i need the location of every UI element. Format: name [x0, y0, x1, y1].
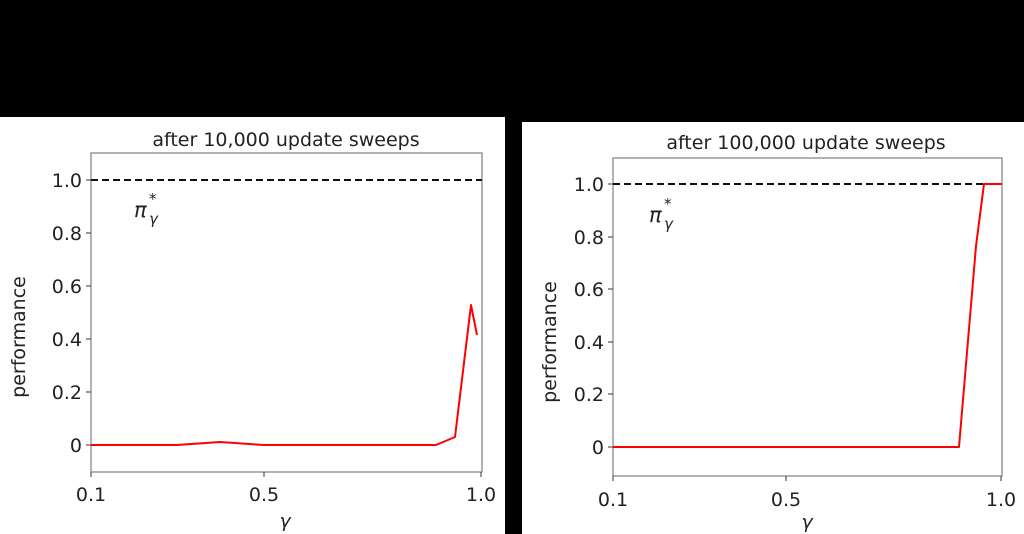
- y-tick-label: 0: [70, 435, 82, 457]
- chart-panel-100000-sweeps: after 100,000 update sweeps 1.0 0.8 0.6 …: [522, 122, 1024, 534]
- svg-text:π: π: [649, 203, 662, 227]
- svg-text:γ: γ: [149, 210, 159, 228]
- y-tick-label: 0.4: [52, 329, 82, 351]
- chart-svg-right: after 100,000 update sweeps 1.0 0.8 0.6 …: [539, 132, 1016, 533]
- chart-title: after 100,000 update sweeps: [666, 132, 945, 154]
- y-axis: 1.0 0.8 0.6 0.4 0.2 0: [574, 174, 613, 459]
- chart-title: after 10,000 update sweeps: [152, 129, 419, 151]
- performance-curve: [613, 183, 1002, 448]
- x-tick-label: 0.1: [598, 489, 628, 511]
- x-axis: 0.1 0.5 1.0: [76, 472, 496, 506]
- y-tick-label: 0.6: [52, 276, 82, 298]
- x-tick-label: 1.0: [986, 489, 1016, 511]
- chart-panel-10000-sweeps: after 10,000 update sweeps 1.0 0.8 0.6 0…: [0, 117, 505, 534]
- y-tick-label: 1.0: [574, 174, 604, 196]
- y-axis: 1.0 0.8 0.6 0.4 0.2 0: [52, 170, 91, 457]
- y-tick-label: 0.8: [52, 223, 82, 245]
- svg-text:*: *: [149, 190, 157, 208]
- y-tick-label: 0.4: [574, 332, 604, 354]
- plot-frame: [612, 157, 1003, 477]
- y-tick-label: 0.2: [574, 384, 604, 406]
- chart-svg-left: after 10,000 update sweeps 1.0 0.8 0.6 0…: [8, 129, 496, 532]
- x-tick-label: 0.5: [249, 484, 279, 506]
- svg-text:γ: γ: [664, 215, 674, 233]
- x-axis-label: γ: [279, 510, 292, 532]
- x-tick-label: 0.1: [76, 484, 106, 506]
- optimal-policy-label: π * γ: [134, 190, 159, 228]
- y-tick-label: 0.8: [574, 227, 604, 249]
- y-axis-label: performance: [539, 281, 561, 403]
- performance-curve: [91, 304, 478, 446]
- y-tick-label: 0.2: [52, 382, 82, 404]
- svg-text:π: π: [134, 198, 147, 222]
- y-tick-label: 0.6: [574, 279, 604, 301]
- y-tick-label: 0: [592, 437, 604, 459]
- y-tick-label: 1.0: [52, 170, 82, 192]
- y-axis-label: performance: [8, 276, 30, 398]
- x-axis-label: γ: [801, 511, 814, 533]
- svg-text:*: *: [664, 195, 672, 213]
- optimal-policy-label: π * γ: [649, 195, 674, 233]
- x-tick-label: 0.5: [771, 489, 801, 511]
- x-axis: 0.1 0.5 1.0: [598, 476, 1016, 511]
- x-tick-label: 1.0: [466, 484, 496, 506]
- plot-frame: [90, 152, 483, 473]
